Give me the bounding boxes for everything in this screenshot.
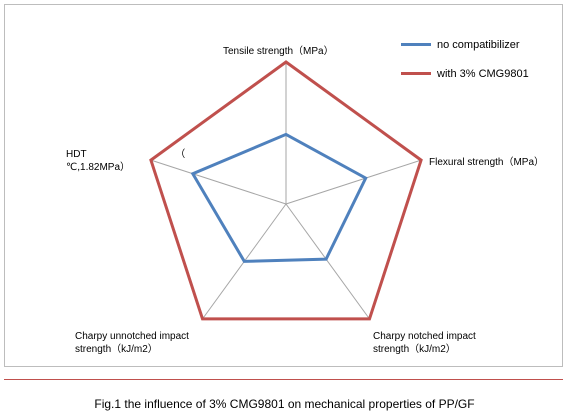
figure-caption: Fig.1 the influence of 3% CMG9801 on mec… bbox=[94, 397, 475, 411]
caption-divider bbox=[4, 379, 563, 380]
legend-swatch-with-cmg9801 bbox=[401, 71, 431, 75]
legend-label-with-cmg9801: with 3% CMG9801 bbox=[437, 68, 529, 80]
axis-label-tensile: Tensile strength（MPa） bbox=[223, 46, 334, 57]
axis-label-charpy-unnotched: Charpy unnotched impact strength（kJ/m2） bbox=[75, 331, 189, 355]
axis-label-hdt: HDT （ ℃,1.82MPa） bbox=[66, 149, 186, 173]
series-line-no-compatibilizer bbox=[190, 132, 368, 263]
chart-frame: Tensile strength（MPa） Flexural strength（… bbox=[4, 4, 563, 367]
axis-label-charpy-notched: Charpy notched impact strength（kJ/m2） bbox=[373, 331, 476, 355]
legend-swatch-no-compatibilizer bbox=[401, 42, 431, 46]
series-line-with-3-cmg9801 bbox=[149, 60, 423, 321]
legend-label-no-compatibilizer: no compatibilizer bbox=[437, 39, 520, 51]
legend-entry-with-cmg9801: with 3% CMG9801 bbox=[401, 67, 529, 81]
radar-spoke bbox=[285, 203, 370, 320]
legend-entry-no-compatibilizer: no compatibilizer bbox=[401, 38, 520, 52]
radar-chart bbox=[149, 60, 423, 321]
radar-spoke bbox=[285, 159, 422, 205]
radar-spoke bbox=[150, 159, 287, 205]
axis-label-flexural: Flexural strength（MPa） bbox=[429, 157, 545, 168]
